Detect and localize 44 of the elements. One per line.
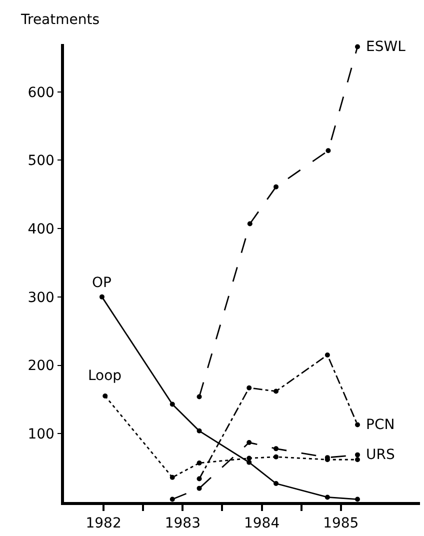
point bbox=[355, 496, 360, 502]
point bbox=[196, 486, 202, 491]
point bbox=[326, 148, 331, 154]
y-tick-label: 300 bbox=[28, 290, 54, 306]
x-tick-label: 1983 bbox=[164, 516, 200, 532]
point bbox=[196, 460, 202, 466]
point bbox=[196, 428, 202, 434]
point bbox=[247, 221, 252, 226]
point bbox=[324, 352, 330, 358]
series-label: PCN bbox=[366, 417, 395, 433]
point bbox=[355, 452, 360, 458]
y-tick-label: 500 bbox=[28, 153, 54, 170]
point bbox=[355, 457, 360, 462]
point bbox=[246, 460, 252, 465]
point bbox=[196, 476, 202, 482]
y-tick-label: 400 bbox=[28, 221, 54, 238]
point bbox=[246, 456, 252, 461]
point bbox=[246, 385, 252, 390]
point bbox=[324, 494, 330, 500]
y-tick-label: 200 bbox=[28, 358, 54, 374]
point bbox=[274, 388, 279, 394]
point bbox=[170, 474, 175, 480]
point bbox=[274, 446, 279, 452]
point bbox=[274, 454, 279, 460]
x-tick-label: 1985 bbox=[323, 516, 359, 532]
point bbox=[170, 496, 175, 502]
point bbox=[99, 294, 104, 300]
y-tick-label: 100 bbox=[28, 426, 54, 443]
point bbox=[170, 402, 175, 407]
series-label: Loop bbox=[88, 368, 122, 384]
point bbox=[274, 184, 279, 190]
point bbox=[246, 440, 252, 446]
x-tick-label: 1984 bbox=[244, 516, 280, 532]
x-tick-label: 1982 bbox=[86, 516, 122, 532]
point bbox=[102, 394, 108, 399]
y-axis-title: Treatments bbox=[20, 12, 100, 28]
point bbox=[355, 422, 360, 428]
y-tick-label: 600 bbox=[28, 84, 54, 101]
series-label: URS bbox=[366, 447, 395, 463]
point bbox=[274, 481, 279, 486]
series-label: OP bbox=[92, 275, 112, 291]
point bbox=[355, 44, 360, 50]
point bbox=[196, 394, 202, 400]
series-label: ESWL bbox=[366, 39, 406, 55]
